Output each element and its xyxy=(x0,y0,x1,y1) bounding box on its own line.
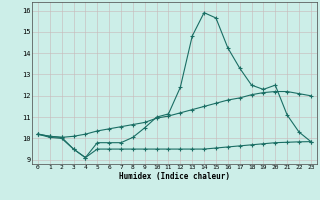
X-axis label: Humidex (Indice chaleur): Humidex (Indice chaleur) xyxy=(119,172,230,181)
